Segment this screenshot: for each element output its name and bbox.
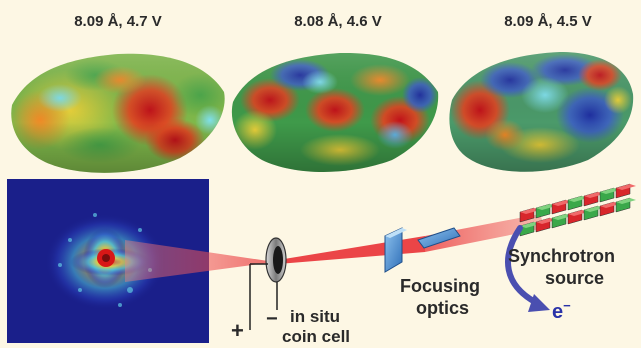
undulator-magnets <box>519 183 636 237</box>
undulator-magnet-top <box>536 204 556 210</box>
panel-label-2: 8.08 Å, 4.6 V <box>294 13 382 30</box>
electron-arrow <box>505 225 550 312</box>
coin-cell-label-line1: in situ <box>290 307 340 326</box>
undulator-magnet-top <box>552 214 572 220</box>
undulator-magnet-top <box>584 192 604 198</box>
particle-reconstruction-3 <box>449 52 634 172</box>
particle-reconstruction-1 <box>11 53 225 173</box>
undulator-magnet-top <box>600 202 620 208</box>
undulator-magnet-top <box>536 218 556 224</box>
particle-reconstruction-2 <box>231 52 439 173</box>
undulator-magnet-top <box>616 198 636 204</box>
panel-label-3: 8.09 Å, 4.5 V <box>504 13 592 30</box>
electron-symbol: e− <box>552 298 571 323</box>
diffracted-beam <box>125 240 275 282</box>
undulator-magnet-top <box>520 222 540 228</box>
coin-cell-label-line2: coin cell <box>282 327 350 346</box>
undulator-magnet-top <box>520 208 540 214</box>
source-label-line1: Synchrotron <box>508 246 615 266</box>
panel-label-1: 8.09 Å, 4.7 V <box>74 13 162 30</box>
focusing-optics <box>384 227 461 273</box>
optics-label-line1: Focusing <box>400 276 480 296</box>
undulator-magnet-top <box>616 184 636 190</box>
source-label-line2: source <box>545 268 604 288</box>
undulator-magnet-top <box>568 210 588 216</box>
undulator-magnet-top <box>568 196 588 202</box>
focused-beam <box>278 236 425 264</box>
undulator-magnet-top <box>552 200 572 206</box>
optics-label-line2: optics <box>416 298 469 318</box>
coin-cell <box>249 237 287 330</box>
minus-terminal: − <box>266 308 278 330</box>
undulator-magnet-top <box>600 188 620 194</box>
plus-terminal: + <box>231 318 244 343</box>
source-beam <box>425 214 545 252</box>
undulator-magnet-top <box>584 206 604 212</box>
